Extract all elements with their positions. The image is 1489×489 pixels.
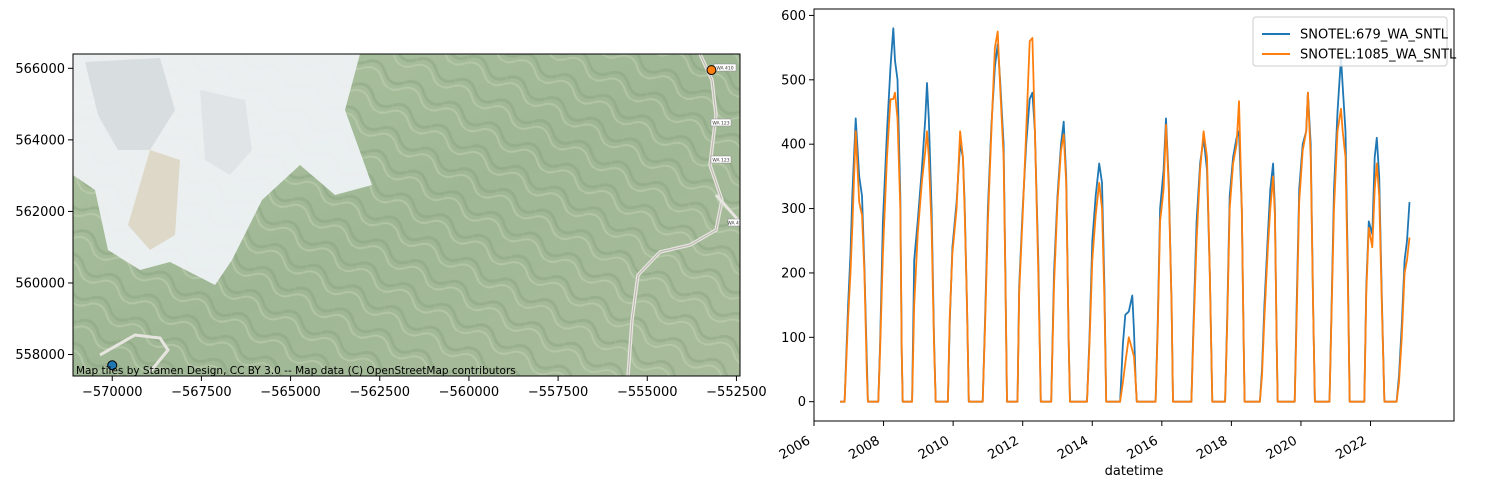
map-y-tick-label: 566000 <box>15 62 65 77</box>
timeseries-y-axis: 0 100 200 300 400 500 600 <box>781 9 814 410</box>
y-tick-label: 500 <box>781 73 806 88</box>
y-tick-label: 0 <box>798 395 806 410</box>
map-x-tick-label: −555000 <box>617 385 678 400</box>
map-x-tick-label: −557500 <box>528 385 589 400</box>
timeseries-x-axis: 2006 2008 2010 2012 2014 2016 2018 2020 2022 <box>777 421 1372 463</box>
map-y-tick-label: 562000 <box>15 205 65 220</box>
x-tick-label: 2014 <box>1055 433 1091 463</box>
road-label: WA 123 <box>712 158 729 164</box>
x-tick-label: 2020 <box>1264 433 1300 463</box>
x-tick-label: 2012 <box>986 433 1022 463</box>
map-points <box>107 65 717 371</box>
timeseries-panel: 2006 2008 2010 2012 2014 2016 2018 2020 2022 0 10… <box>777 8 1457 479</box>
station-marker-2 <box>706 65 717 76</box>
x-axis-title: datetime <box>1105 464 1164 479</box>
legend-label-series-2: SNOTEL:1085_WA_SNTL <box>1300 48 1457 63</box>
y-tick-label: 100 <box>781 331 806 346</box>
x-tick-label: 2022 <box>1333 433 1369 463</box>
map-x-tick-label: −560000 <box>439 385 500 400</box>
station-marker-1 <box>107 360 118 371</box>
map-x-tick-label: −565000 <box>260 385 321 400</box>
legend-label-series-1: SNOTEL:679_WA_SNTL <box>1300 28 1449 43</box>
map-y-tick-label: 564000 <box>15 133 65 148</box>
map-panel: WA 410 WA 123 WA 123 WA 410 Map tiles by… <box>15 53 767 400</box>
map-x-tick-label: −562500 <box>349 385 410 400</box>
map-x-tick-label: −552500 <box>706 385 767 400</box>
y-tick-label: 400 <box>781 138 806 153</box>
map-y-tick-label: 560000 <box>15 276 65 291</box>
plot-frame <box>813 8 1455 422</box>
x-tick-label: 2006 <box>777 433 813 463</box>
x-tick-label: 2008 <box>846 433 882 463</box>
series-lines <box>840 27 1411 403</box>
map-x-axis: −570000 −567500 −565000 −562500 −560000 −5575… <box>82 376 767 400</box>
map-y-tick-label: 558000 <box>15 348 65 363</box>
road-label: WA 410 <box>716 66 733 72</box>
basemap-terrain: WA 410 WA 123 WA 123 WA 410 <box>73 54 744 376</box>
y-tick-label: 200 <box>781 266 806 281</box>
legend-box <box>1252 16 1448 67</box>
road-label: WA 410 <box>727 221 744 227</box>
y-tick-label: 600 <box>781 9 806 24</box>
map-y-axis: 558000 560000 562000 564000 566000 <box>15 62 73 363</box>
x-tick-label: 2016 <box>1125 433 1161 463</box>
legend: SNOTEL:679_WA_SNTL SNOTEL:1085_WA_SNTL <box>1252 16 1457 67</box>
map-attribution: Map tiles by Stamen Design, CC BY 3.0 --… <box>76 365 516 377</box>
y-tick-label: 300 <box>781 202 806 217</box>
series-line-1 <box>840 27 1411 403</box>
map-x-tick-label: −570000 <box>82 385 143 400</box>
x-tick-label: 2018 <box>1194 433 1230 463</box>
road-label: WA 123 <box>712 121 729 127</box>
series-line-2 <box>840 30 1411 403</box>
map-frame <box>72 53 741 377</box>
x-tick-label: 2010 <box>916 433 952 463</box>
map-x-tick-label: −567500 <box>171 385 232 400</box>
